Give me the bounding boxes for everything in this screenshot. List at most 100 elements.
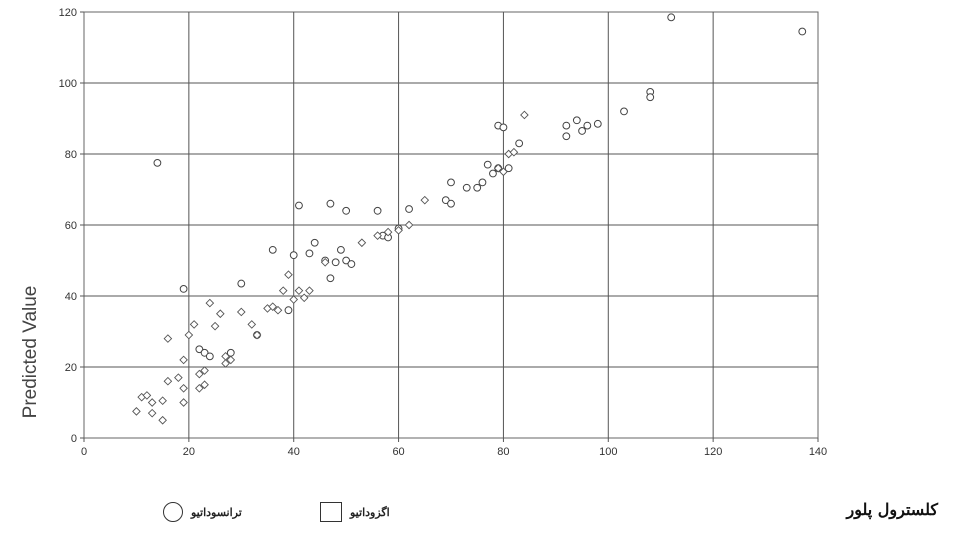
transudative-point	[483, 160, 492, 169]
exudative-point	[174, 373, 183, 382]
exudative-point	[179, 355, 188, 365]
y-axis-label: Predicted Value	[20, 286, 41, 419]
exudative-point	[189, 320, 199, 329]
legend-label-transudative: ترانسوداتیو	[191, 505, 242, 519]
transudative-point	[583, 121, 592, 130]
exudative-point	[221, 352, 230, 361]
transudative-point	[310, 238, 319, 247]
x-tick-label: 120	[704, 446, 722, 458]
exudative-point	[205, 298, 215, 308]
exudative-point	[520, 110, 529, 120]
exudative-point	[273, 305, 283, 315]
exudative-point	[252, 330, 262, 340]
transudative-point	[646, 93, 655, 102]
exudative-point	[499, 167, 508, 177]
x-axis-ticks: 0 20 40 60 80 100 120 140	[81, 438, 827, 458]
transudative-point	[572, 116, 581, 125]
exudative-point	[132, 407, 141, 416]
x-tick-label: 0	[81, 446, 87, 458]
transudative-point	[562, 132, 571, 141]
x-tick-label: 140	[809, 446, 827, 458]
exudative-point	[284, 270, 293, 280]
exudative-point	[294, 286, 304, 295]
exudative-point	[278, 286, 288, 295]
transudative-point	[798, 27, 807, 36]
x-tick-label: 20	[183, 446, 195, 458]
exudative-point	[195, 383, 204, 393]
transudative-point	[326, 199, 335, 208]
exudative-point	[142, 391, 152, 400]
exudative-point	[147, 408, 157, 418]
transudative-point	[499, 123, 508, 132]
exudative-point	[404, 220, 414, 230]
exudative-point	[158, 415, 167, 425]
transudative-point	[515, 139, 524, 148]
transudative-point	[179, 285, 188, 293]
legend-item-exudative: اگزوداتیو	[320, 502, 390, 522]
transudative-point	[153, 158, 162, 167]
y-tick-label: 100	[59, 78, 77, 90]
y-tick-label: 0	[71, 433, 77, 445]
transudative-point	[342, 206, 351, 215]
transudative-point	[620, 107, 628, 116]
transudative-point	[405, 205, 413, 213]
transudative-point	[373, 206, 382, 215]
transudative-point	[337, 245, 345, 254]
exudative-point	[226, 355, 236, 365]
transudative-point	[447, 199, 455, 208]
x-tick-label: 100	[599, 446, 617, 458]
exudative-point	[305, 286, 314, 295]
transudative-point	[504, 164, 513, 173]
exudative-point	[184, 330, 194, 340]
transudative-point	[326, 274, 335, 283]
exudative-point	[236, 307, 246, 317]
exudative-point	[509, 147, 519, 157]
exudative-point	[357, 238, 367, 248]
exudative-point	[394, 226, 403, 235]
transudative-point	[200, 348, 209, 357]
transudative-point	[305, 249, 314, 258]
y-tick-label: 60	[65, 220, 77, 232]
exudative-point	[179, 383, 188, 393]
y-tick-label: 40	[65, 291, 77, 303]
transudative-point	[447, 178, 455, 187]
exudative-point	[163, 334, 173, 343]
exudative-point	[420, 195, 430, 205]
exudative-point	[216, 309, 225, 319]
y-axis-ticks: 0 20 40 60 80 100 120	[59, 7, 84, 445]
transudative-point	[562, 121, 571, 130]
exudative-point	[195, 369, 204, 379]
transudative-point	[578, 127, 586, 135]
data-points	[132, 13, 807, 425]
transudative-point	[268, 245, 277, 254]
transudative-point	[295, 201, 303, 210]
exudative-point	[247, 320, 257, 329]
transudative-point	[473, 183, 482, 192]
x-tick-label: 40	[288, 446, 300, 458]
transudative-point	[342, 256, 351, 265]
transudative-point	[205, 352, 214, 361]
transudative-point	[489, 169, 497, 178]
exudative-point	[200, 380, 209, 390]
legend-label-exudative: اگزوداتیو	[350, 505, 390, 519]
transudative-point	[478, 178, 487, 187]
transudative-point	[462, 183, 471, 192]
square-marker-icon	[320, 502, 342, 522]
gridlines	[84, 12, 818, 438]
exudative-point	[383, 227, 393, 237]
circle-marker-icon	[163, 502, 183, 522]
transudative-point	[284, 306, 293, 315]
transudative-point	[289, 251, 298, 260]
y-tick-label: 20	[65, 362, 77, 374]
exudative-point	[299, 293, 309, 303]
exudative-point	[289, 295, 299, 304]
y-tick-label: 120	[59, 7, 77, 19]
exudative-point	[163, 376, 173, 386]
exudative-point	[268, 302, 278, 311]
exudative-point	[373, 231, 382, 240]
transudative-point	[593, 119, 602, 128]
exudative-point	[200, 366, 209, 375]
x-tick-label: 80	[497, 446, 509, 458]
x-axis-label: کلسترول پلور	[846, 500, 938, 519]
transudative-point	[195, 345, 204, 354]
